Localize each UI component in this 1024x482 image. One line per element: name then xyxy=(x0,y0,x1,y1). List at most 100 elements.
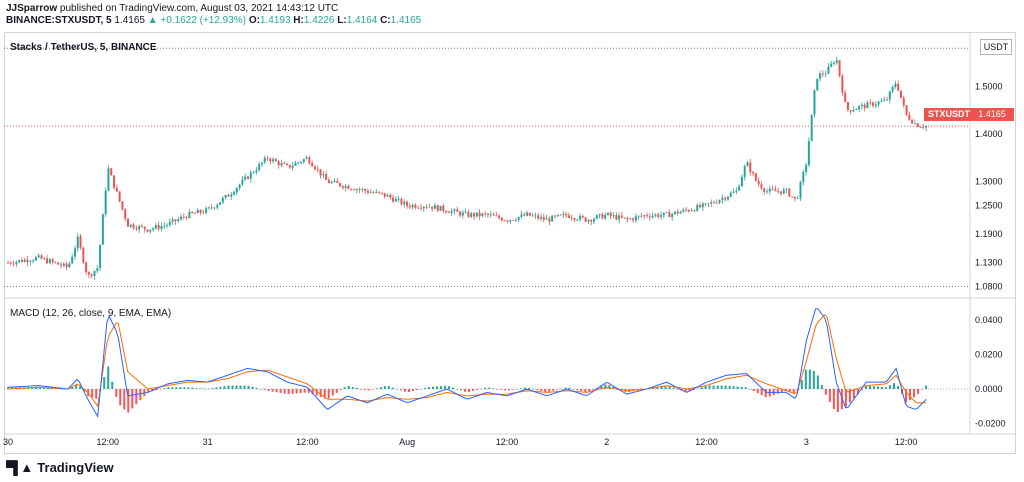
macd-histogram-bar xyxy=(35,387,38,389)
macd-histogram-bar xyxy=(897,385,900,389)
chart-frame xyxy=(4,32,1016,454)
tradingview-logo[interactable]: ▀▌▲ TradingView xyxy=(6,460,114,475)
candle-body xyxy=(668,212,671,218)
macd-histogram-bar xyxy=(764,389,767,398)
candle-body xyxy=(439,205,442,211)
macd-histogram-bar xyxy=(347,385,350,389)
macd-histogram-bar xyxy=(572,388,575,390)
macd-histogram-bar xyxy=(171,387,174,389)
candle-body xyxy=(478,212,481,217)
macd-histogram-bar xyxy=(844,389,847,407)
macd-histogram-bar xyxy=(917,389,920,394)
price-tick-label: 1.3000 xyxy=(975,177,1003,187)
macd-histogram-bar xyxy=(271,389,274,392)
candle-body xyxy=(90,274,93,277)
macd-histogram-bar xyxy=(836,389,839,412)
publish-info: JJSparrow published on TradingView.com, … xyxy=(6,3,338,14)
candle-body xyxy=(874,104,877,106)
candle-body xyxy=(581,215,584,218)
candle-body xyxy=(824,73,827,75)
candle-body xyxy=(637,215,640,217)
candle-body xyxy=(819,73,822,79)
macd-histogram-bar xyxy=(860,389,863,390)
macd-histogram-bar xyxy=(311,389,314,395)
candle-body xyxy=(414,204,417,208)
candle-body xyxy=(143,226,146,230)
candle-body xyxy=(523,214,526,216)
candle-body xyxy=(308,157,311,164)
macd-histogram-bar xyxy=(287,389,290,395)
candle-body xyxy=(369,192,372,194)
time-tick-label: 12:00 xyxy=(496,437,519,447)
macd-histogram-bar xyxy=(379,387,382,389)
candle-body xyxy=(562,213,565,215)
candle-body xyxy=(729,193,732,197)
candle-body xyxy=(375,191,378,193)
macd-histogram-bar xyxy=(39,387,42,389)
macd-histogram-bar xyxy=(460,389,463,391)
candle-body xyxy=(107,168,110,191)
author[interactable]: JJSparrow xyxy=(6,3,58,14)
candle-body xyxy=(782,189,785,194)
candle-body xyxy=(888,91,891,100)
candle-body xyxy=(785,188,788,190)
candle-body xyxy=(330,181,333,184)
macd-histogram-bar xyxy=(319,389,322,398)
candle-body xyxy=(411,204,414,208)
macd-histogram-bar xyxy=(315,389,318,396)
candle-body xyxy=(640,215,643,217)
macd-histogram-bar xyxy=(159,389,162,390)
candle-body xyxy=(99,244,102,269)
candle-body xyxy=(740,177,743,187)
candle-body xyxy=(249,172,252,179)
macd-histogram-bar xyxy=(411,389,414,391)
macd-histogram-bar xyxy=(375,388,378,389)
macd-histogram-bar xyxy=(407,389,410,392)
macd-histogram-bar xyxy=(419,388,422,390)
candle-body xyxy=(743,166,746,178)
high-value: 1.4226 xyxy=(303,15,335,26)
candle-body xyxy=(682,209,685,212)
candle-body xyxy=(713,202,716,204)
candle-body xyxy=(858,106,861,109)
candle-body xyxy=(138,225,141,230)
candle-body xyxy=(146,229,149,232)
candle-body xyxy=(618,215,621,220)
candle-body xyxy=(397,198,400,200)
macd-histogram-bar xyxy=(295,389,298,394)
candle-body xyxy=(877,101,880,105)
macd-histogram-bar xyxy=(464,389,467,392)
price-tick-label: 1.5000 xyxy=(975,81,1003,91)
macd-histogram-bar xyxy=(488,387,491,389)
candle-body xyxy=(101,214,104,245)
candle-body xyxy=(269,158,272,162)
candle-body xyxy=(880,100,883,102)
currency-label[interactable]: USDT xyxy=(980,39,1012,55)
macd-histogram-bar xyxy=(484,387,487,389)
candle-body xyxy=(216,204,219,208)
candle-body xyxy=(500,218,503,221)
macd-histogram-bar xyxy=(247,385,250,389)
macd-histogram-bar xyxy=(239,385,242,389)
macd-histogram-bar xyxy=(139,389,142,401)
candle-body xyxy=(838,60,841,76)
candle-body xyxy=(475,212,478,217)
macd-tick-label: 0.0200 xyxy=(975,350,1003,360)
candle-body xyxy=(118,191,121,202)
candle-body xyxy=(272,159,275,162)
macd-histogram-bar xyxy=(736,386,739,389)
candle-body xyxy=(827,66,830,74)
macd-histogram-bar xyxy=(7,387,9,389)
candle-body xyxy=(37,255,40,258)
macd-histogram-bar xyxy=(323,389,326,399)
candle-body xyxy=(255,170,258,173)
macd-histogram-bar xyxy=(275,389,278,393)
candle-body xyxy=(593,218,596,222)
macd-histogram-bar xyxy=(816,375,819,389)
macd-histogram-bar xyxy=(259,388,262,390)
macd-histogram-bar xyxy=(925,385,928,389)
macd-histogram-bar xyxy=(880,386,883,389)
macd-histogram-bar xyxy=(343,387,346,389)
macd-histogram-bar xyxy=(115,389,118,397)
